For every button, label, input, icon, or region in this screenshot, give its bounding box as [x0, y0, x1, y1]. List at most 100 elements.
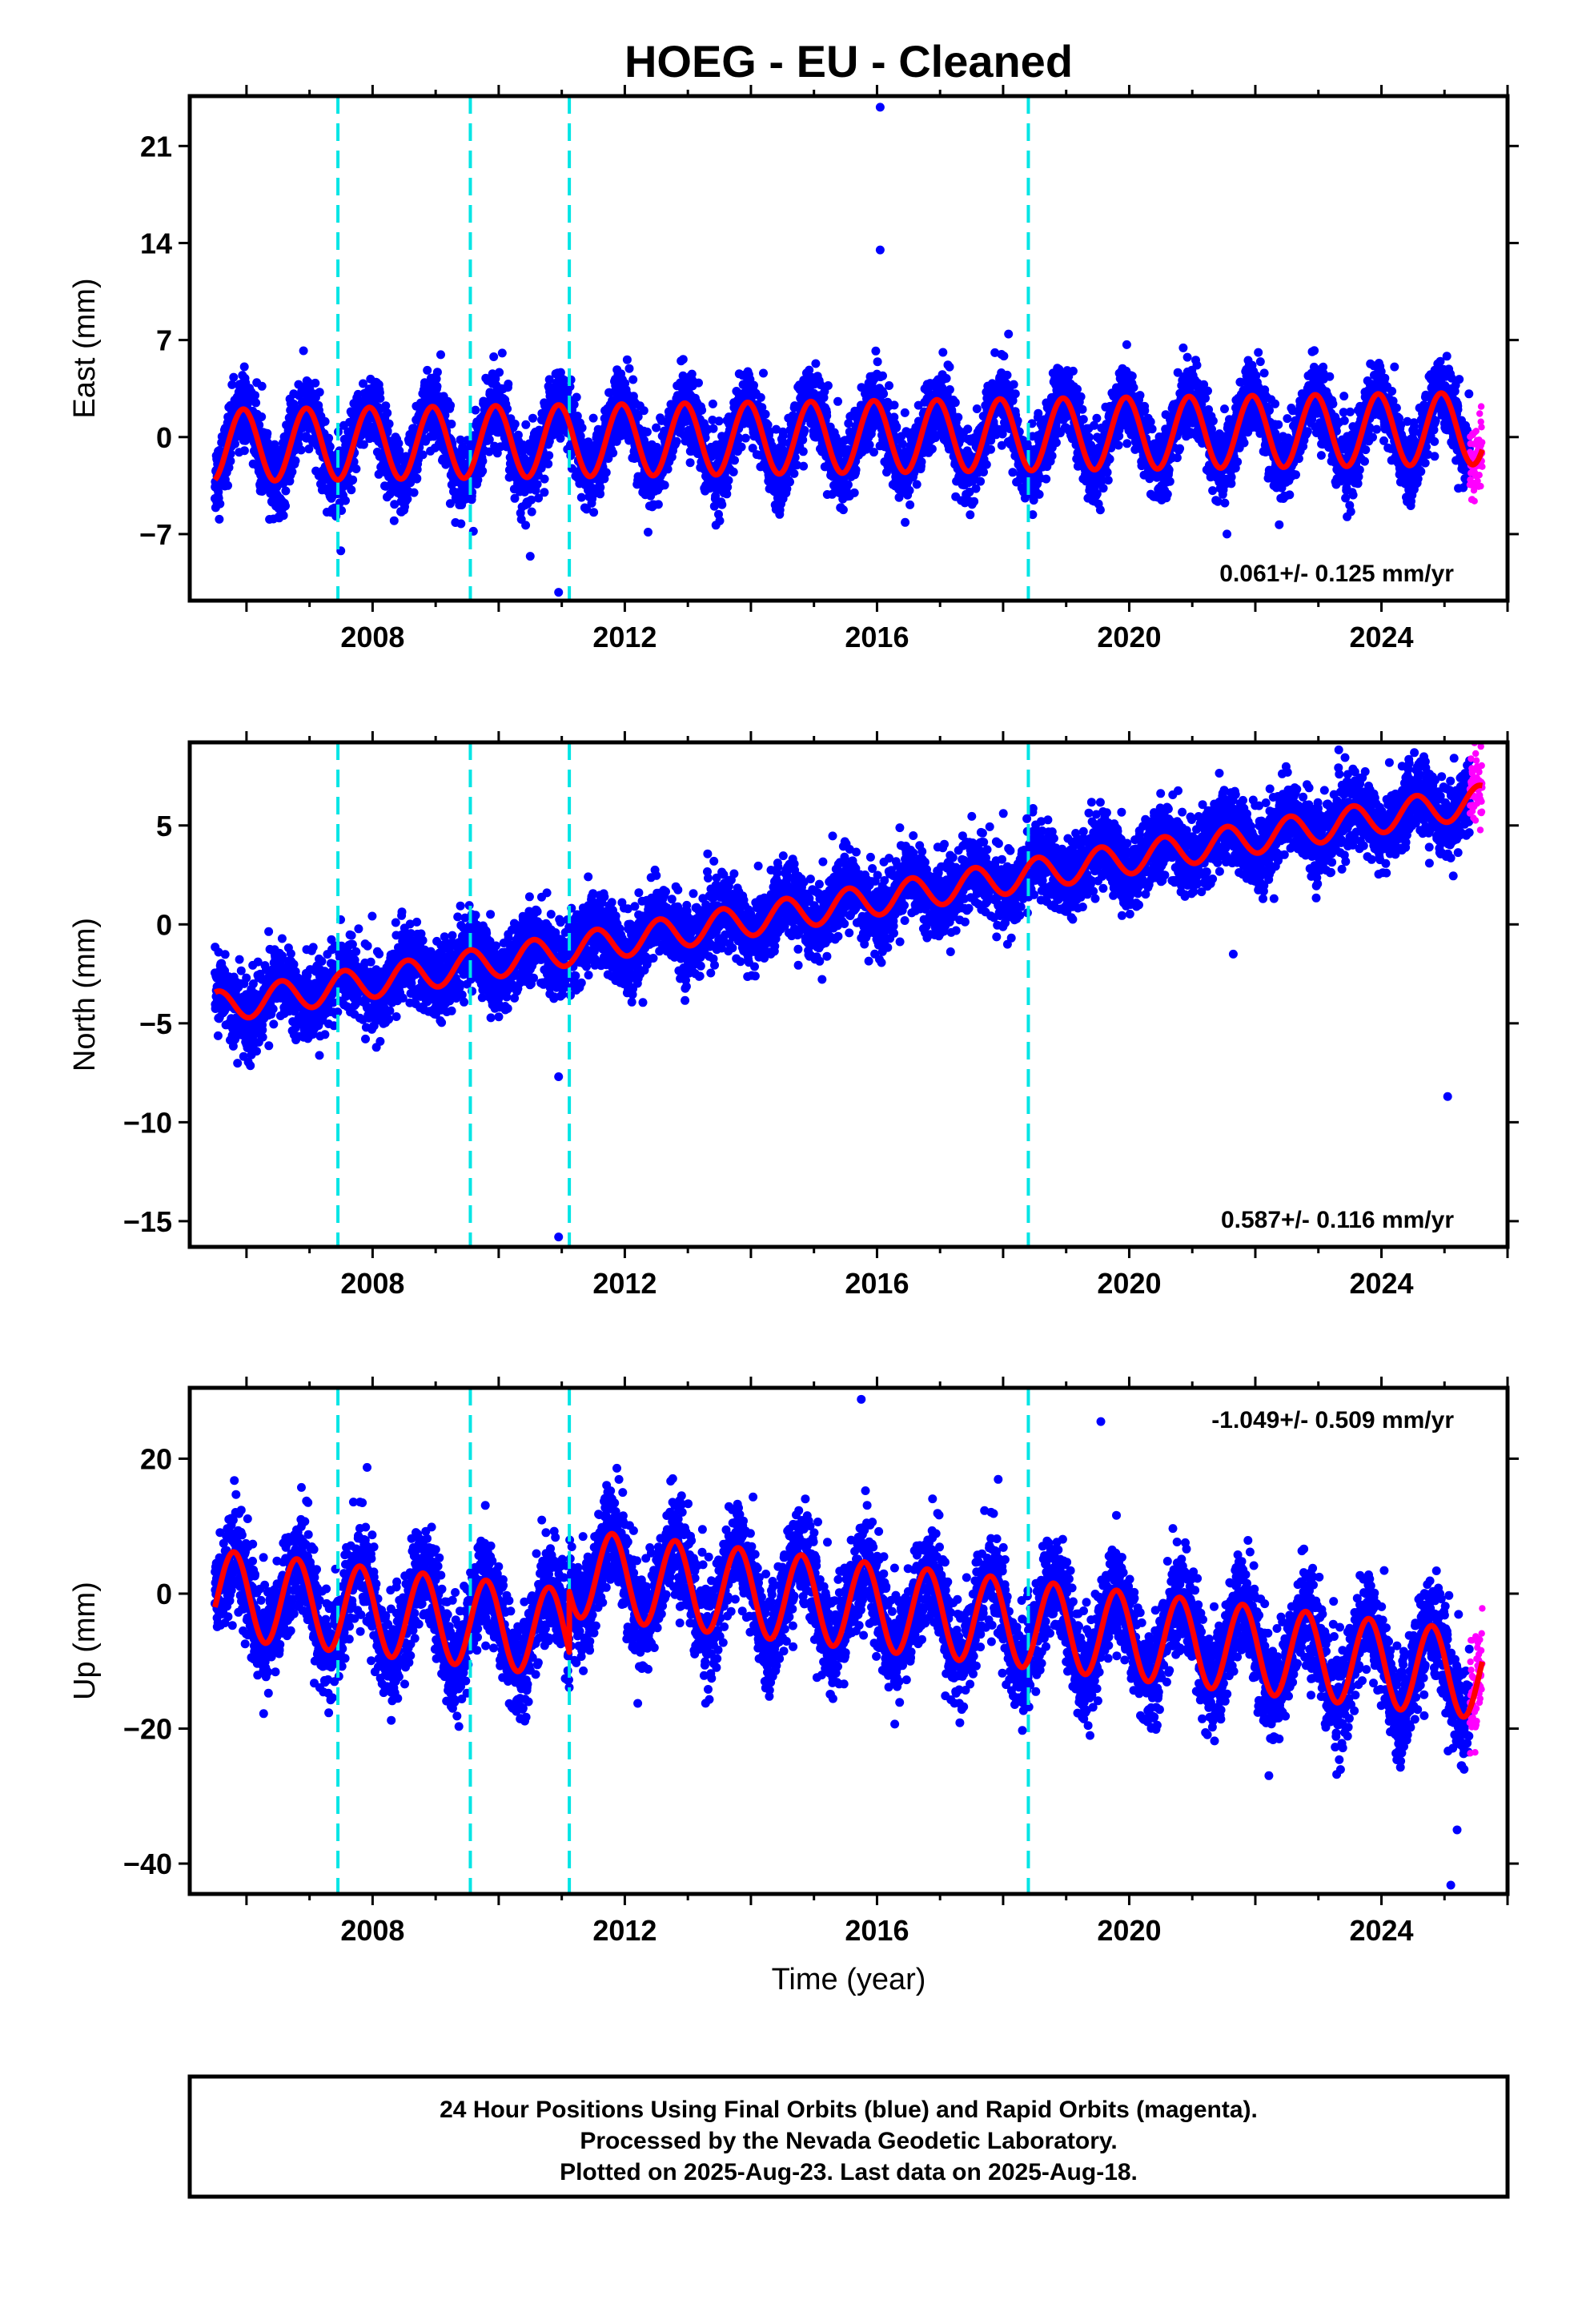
- data-point: [409, 488, 419, 497]
- data-point: [239, 362, 249, 372]
- data-point: [1002, 370, 1012, 380]
- data-point: [871, 346, 881, 356]
- data-point: [800, 425, 809, 435]
- data-point: [406, 478, 416, 488]
- data-point: [694, 378, 703, 388]
- data-point: [1068, 366, 1078, 376]
- data-point: [348, 475, 358, 485]
- data-point: [1010, 389, 1020, 399]
- data-point: [756, 392, 765, 402]
- data-point: [341, 496, 350, 505]
- data-point: [873, 357, 882, 367]
- data-point: [1047, 451, 1057, 460]
- data-point: [528, 413, 537, 423]
- data-point: [255, 420, 264, 430]
- data-point: [1034, 489, 1044, 499]
- data-point: [445, 499, 455, 509]
- data-point: [724, 476, 733, 485]
- plot-area: [211, 96, 1486, 601]
- data-point: [446, 400, 456, 410]
- data-point: [917, 457, 926, 467]
- data-point: [708, 399, 717, 408]
- data-point: [1084, 432, 1094, 442]
- data-point: [1076, 392, 1086, 401]
- data-point: [251, 391, 259, 400]
- data-point: [381, 401, 391, 411]
- data-point: [982, 460, 991, 469]
- data-point: [851, 465, 861, 475]
- data-point: [1051, 438, 1061, 448]
- data-point: [1078, 415, 1088, 424]
- data-point: [589, 508, 599, 517]
- data-point: [979, 468, 988, 476]
- data-point: [412, 473, 422, 483]
- data-point: [576, 493, 586, 502]
- data-point: [263, 428, 272, 438]
- data-point: [359, 440, 368, 449]
- data-point: [395, 446, 404, 456]
- data-point: [544, 459, 553, 468]
- data-point: [510, 420, 520, 428]
- data-point: [231, 439, 239, 448]
- data-point: [432, 382, 442, 391]
- data-point: [741, 433, 750, 443]
- data-point: [838, 505, 848, 515]
- data-point: [970, 497, 979, 506]
- data-point: [291, 456, 300, 465]
- data-point: [1034, 408, 1043, 418]
- data-point: [287, 467, 297, 476]
- data-point: [532, 480, 542, 489]
- data-point: [761, 409, 770, 419]
- data-point: [963, 424, 973, 434]
- data-point: [833, 396, 842, 406]
- data-point: [471, 405, 480, 415]
- data-point: [227, 380, 237, 389]
- data-point: [257, 412, 267, 421]
- data-point: [639, 406, 648, 416]
- data-point: [270, 440, 279, 449]
- data-point: [384, 419, 394, 428]
- data-point: [889, 400, 899, 410]
- data-point: [299, 346, 308, 356]
- data-point: [672, 436, 681, 446]
- data-point: [644, 528, 652, 537]
- data-point: [1135, 391, 1145, 400]
- data-point: [347, 485, 356, 495]
- data-point: [389, 516, 399, 525]
- data-point: [374, 469, 383, 479]
- data-point: [215, 514, 224, 524]
- data-point: [1009, 380, 1018, 389]
- data-point: [999, 352, 1009, 361]
- data-point: [986, 444, 995, 454]
- data-point: [324, 433, 334, 443]
- data-point: [315, 388, 324, 397]
- data-point: [849, 488, 859, 497]
- chart-title: HOEG - EU - Cleaned: [624, 36, 1073, 86]
- data-point: [497, 348, 507, 358]
- data-point: [1004, 329, 1014, 339]
- data-point: [976, 476, 986, 486]
- data-point: [556, 433, 565, 443]
- data-point: [697, 405, 707, 415]
- data-point: [653, 500, 663, 509]
- final-orbit-points: [211, 103, 1475, 597]
- data-point: [729, 467, 738, 476]
- data-point: [1114, 440, 1123, 450]
- data-point: [622, 355, 632, 364]
- data-point: [966, 510, 975, 520]
- data-point: [1073, 384, 1082, 394]
- data-point: [279, 511, 288, 521]
- data-point: [778, 431, 788, 440]
- data-point: [215, 499, 225, 509]
- data-point: [1122, 439, 1132, 448]
- data-point: [823, 381, 833, 390]
- data-point: [504, 380, 513, 388]
- data-point: [257, 381, 267, 391]
- data-point: [1042, 474, 1051, 484]
- data-point: [456, 519, 466, 529]
- data-point: [879, 389, 889, 399]
- data-point: [905, 485, 914, 495]
- data-point: [897, 439, 907, 448]
- data-point: [1008, 468, 1018, 477]
- data-point: [927, 444, 937, 454]
